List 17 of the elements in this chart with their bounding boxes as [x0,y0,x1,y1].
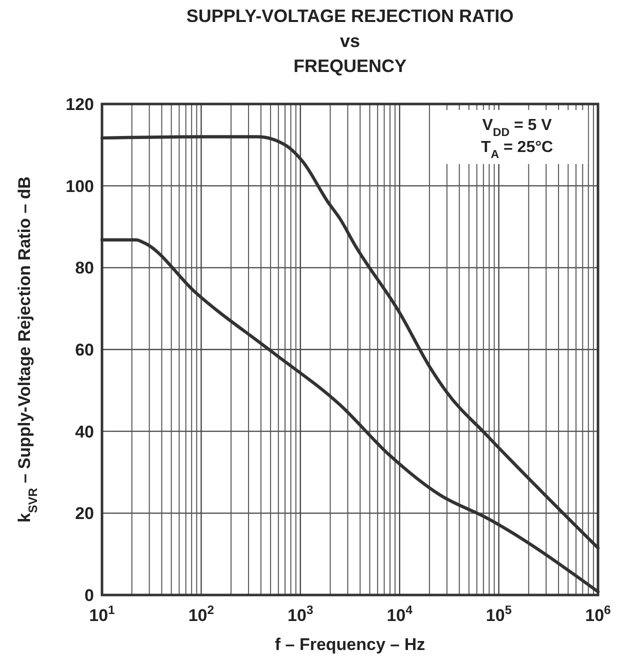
y-tick-label: 80 [75,258,94,278]
y-tick-label: 120 [66,95,94,114]
y-tick-label: 100 [66,176,94,196]
y-tick-label: 0 [84,586,94,605]
x-tick-label: 10$^{1}$ [89,603,116,625]
y-tick-label: 40 [75,422,94,442]
chart-title: SUPPLY-VOLTAGE REJECTION RATIO vs FREQUENCY [186,6,514,76]
x-tick-label: 10$^{5}$ [486,603,512,625]
x-tick-label: 10$^{2}$ [188,603,214,625]
x-tick-label: 10$^{4}$ [386,603,413,625]
x-tick-label: 10$^{3}$ [288,603,314,625]
annotation: V$_{DD}$ = 5 V [482,117,552,139]
y-tick-label: 60 [75,340,94,360]
annotation: T$_{A}$ = 25°C [480,139,554,161]
x-axis-title: f – Frequency – Hz [274,635,426,654]
x-tick-label: 10$^{6}$ [585,603,612,625]
y-tick-label: 20 [75,504,94,524]
